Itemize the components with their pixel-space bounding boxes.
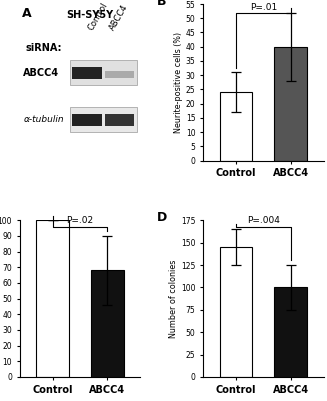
Text: P=.01: P=.01 — [250, 3, 277, 12]
Text: D: D — [157, 211, 167, 224]
Text: P=.004: P=.004 — [247, 216, 280, 225]
Bar — [91, 270, 124, 377]
Y-axis label: Neurite-positive cells (%): Neurite-positive cells (%) — [174, 32, 183, 133]
Bar — [70, 107, 137, 132]
Text: B: B — [157, 0, 167, 8]
Text: siRNA:: siRNA: — [26, 43, 62, 53]
Text: α-tubulin: α-tubulin — [23, 115, 64, 124]
Bar — [72, 67, 102, 79]
Bar — [274, 47, 307, 161]
Y-axis label: Number of colonies: Number of colonies — [169, 259, 178, 338]
Bar — [219, 247, 252, 377]
Text: ABCC4: ABCC4 — [23, 68, 60, 78]
Bar — [70, 61, 137, 85]
Bar — [219, 92, 252, 161]
Bar — [105, 71, 134, 79]
Text: SH-SY5Y: SH-SY5Y — [66, 10, 113, 20]
Text: Control: Control — [86, 1, 109, 32]
Text: P=.02: P=.02 — [66, 216, 94, 225]
Bar — [105, 114, 134, 126]
Bar — [36, 220, 69, 377]
Bar — [72, 114, 102, 126]
Bar — [274, 288, 307, 377]
Text: A: A — [22, 7, 32, 20]
Text: ABCC4: ABCC4 — [108, 3, 130, 32]
